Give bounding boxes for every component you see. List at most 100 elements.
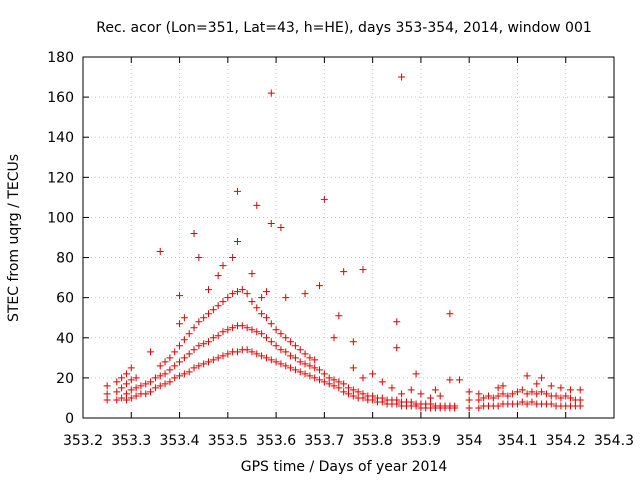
data-point bbox=[185, 330, 193, 338]
data-point bbox=[205, 338, 213, 346]
data-point bbox=[291, 342, 299, 350]
data-point bbox=[306, 372, 314, 380]
data-point bbox=[229, 324, 237, 332]
data-point bbox=[195, 342, 203, 350]
data-point bbox=[296, 358, 304, 366]
data-point bbox=[538, 388, 546, 396]
data-point bbox=[238, 322, 246, 330]
data-point bbox=[185, 368, 193, 376]
data-point bbox=[233, 238, 241, 246]
data-point bbox=[262, 354, 270, 362]
x-tick-label: 353.2 bbox=[63, 433, 103, 449]
data-point bbox=[176, 342, 184, 350]
data-point bbox=[277, 360, 285, 368]
data-point bbox=[456, 376, 464, 384]
data-point bbox=[258, 352, 266, 360]
data-point bbox=[180, 354, 188, 362]
data-point bbox=[248, 326, 256, 334]
data-point bbox=[282, 294, 290, 302]
data-point bbox=[248, 348, 256, 356]
data-point bbox=[547, 400, 555, 408]
data-point bbox=[176, 372, 184, 380]
data-point bbox=[378, 394, 386, 402]
data-point bbox=[349, 386, 357, 394]
data-point bbox=[513, 388, 521, 396]
data-point bbox=[214, 354, 222, 362]
data-point bbox=[475, 404, 483, 412]
data-point bbox=[291, 354, 299, 362]
data-point bbox=[229, 290, 237, 298]
data-point bbox=[118, 374, 126, 382]
data-point bbox=[156, 248, 164, 256]
data-point bbox=[137, 382, 145, 390]
data-point bbox=[127, 394, 135, 402]
data-point bbox=[567, 394, 575, 402]
data-point bbox=[267, 320, 275, 328]
data-point bbox=[190, 364, 198, 372]
data-point bbox=[345, 384, 352, 392]
data-point bbox=[330, 382, 338, 390]
data-point bbox=[301, 370, 309, 378]
data-point bbox=[195, 362, 203, 370]
y-axis-title: STEC from uqrg / TECUs bbox=[6, 154, 22, 322]
data-point bbox=[349, 392, 357, 400]
data-point bbox=[267, 338, 275, 346]
data-point bbox=[122, 370, 130, 378]
x-tick-label: 353.4 bbox=[159, 433, 199, 449]
data-point bbox=[142, 390, 150, 398]
data-point bbox=[465, 388, 473, 396]
data-point bbox=[214, 272, 222, 280]
data-point bbox=[205, 310, 213, 318]
data-point bbox=[287, 352, 295, 360]
y-tick-label: 100 bbox=[47, 210, 74, 226]
data-point bbox=[296, 346, 304, 354]
data-point bbox=[214, 332, 222, 340]
data-point bbox=[465, 396, 473, 404]
data-point bbox=[475, 396, 483, 404]
data-point bbox=[306, 362, 314, 370]
data-point bbox=[301, 350, 309, 358]
data-point bbox=[407, 398, 415, 406]
data-point bbox=[311, 374, 319, 382]
data-point bbox=[523, 400, 531, 408]
data-point bbox=[200, 360, 208, 368]
data-point bbox=[417, 390, 425, 398]
data-point bbox=[176, 358, 184, 366]
y-tick-label: 20 bbox=[56, 371, 74, 387]
data-point bbox=[316, 376, 324, 384]
data-point bbox=[171, 374, 179, 382]
data-point bbox=[180, 336, 188, 344]
data-point bbox=[518, 386, 526, 394]
data-point bbox=[301, 290, 309, 298]
data-point bbox=[412, 370, 420, 378]
data-point bbox=[103, 390, 111, 398]
x-axis-title: GPS time / Days of year 2014 bbox=[241, 459, 448, 475]
data-point bbox=[576, 386, 584, 394]
data-point bbox=[151, 384, 159, 392]
data-point bbox=[209, 356, 217, 364]
data-point bbox=[166, 378, 174, 386]
data-point bbox=[205, 286, 213, 294]
data-point bbox=[528, 388, 536, 396]
data-point bbox=[122, 390, 130, 398]
data-point bbox=[103, 396, 111, 404]
y-tick-label: 40 bbox=[56, 331, 74, 347]
x-tick-label: 353.9 bbox=[401, 433, 441, 449]
data-point bbox=[499, 382, 507, 390]
data-point bbox=[311, 356, 319, 364]
data-point bbox=[494, 384, 502, 392]
data-point bbox=[335, 384, 343, 392]
data-point bbox=[277, 223, 285, 231]
data-point bbox=[224, 350, 232, 358]
data-point bbox=[243, 290, 251, 298]
data-point bbox=[393, 396, 401, 404]
data-point bbox=[287, 338, 295, 346]
data-point bbox=[190, 324, 198, 332]
data-point bbox=[542, 390, 550, 398]
data-point bbox=[142, 380, 150, 388]
data-point bbox=[316, 366, 324, 374]
data-point bbox=[557, 394, 565, 402]
x-tick-label: 354.1 bbox=[497, 433, 537, 449]
data-point bbox=[393, 318, 401, 326]
